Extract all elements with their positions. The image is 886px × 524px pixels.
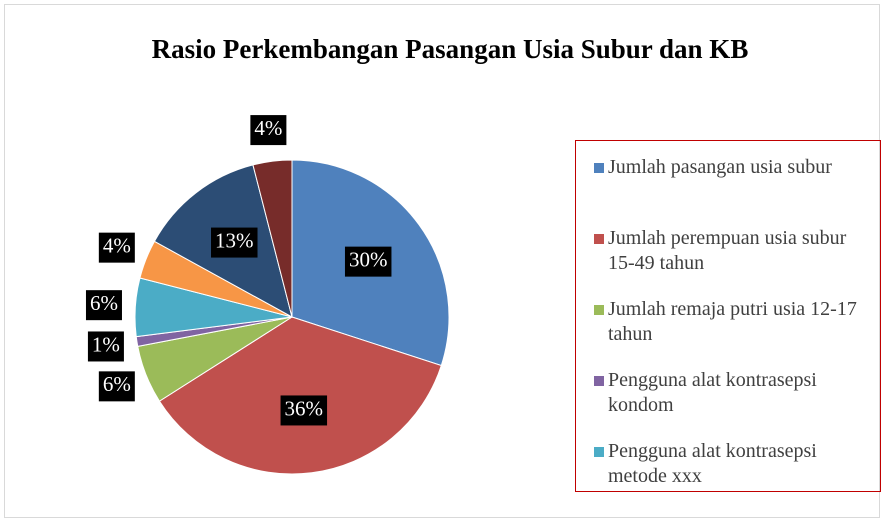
data-label-box (87, 331, 124, 362)
legend-item: Pengguna alat kontrasepsi kondom (594, 368, 876, 439)
legend-label: Pengguna alat kontrasepsi kondom (608, 369, 817, 416)
data-label: 30% (349, 247, 388, 271)
data-label-box (85, 290, 122, 321)
data-label: 1% (92, 332, 120, 356)
legend-item: Jumlah pasangan usia subur (594, 155, 876, 226)
data-label-box (280, 395, 328, 426)
data-label: 6% (103, 372, 131, 396)
data-label-box (344, 246, 392, 277)
pie-slice (252, 159, 293, 318)
data-label: 4% (103, 233, 131, 257)
legend-label: Jumlah pasangan usia subur (608, 156, 832, 178)
legend-swatch (594, 447, 604, 457)
data-label: 4% (254, 116, 282, 140)
legend-item: Pengguna alat kontrasepsi metode xxx (594, 439, 876, 510)
data-label: 6% (90, 291, 118, 315)
legend: Jumlah pasangan usia subur Jumlah perempu… (575, 140, 881, 492)
data-label-box (98, 371, 135, 402)
data-label: 36% (285, 396, 324, 420)
legend-label: Pengguna alat kontrasepsi metode xxx (608, 440, 817, 487)
chart-frame (4, 4, 880, 518)
legend-item: Jumlah remaja putri usia 12-17 tahun (594, 297, 876, 368)
legend-label: Jumlah perempuan usia subur 15-49 tahun (608, 227, 847, 274)
chart-title: Rasio Perkembangan Pasangan Usia Subur d… (151, 34, 749, 64)
legend-label: Jumlah remaja putri usia 12-17 tahun (608, 298, 857, 345)
data-label-box (211, 227, 258, 258)
legend-swatch (594, 376, 604, 386)
data-label-box (98, 232, 135, 263)
data-label: 13% (215, 228, 254, 252)
data-label-box (250, 115, 287, 146)
legend-swatch (594, 163, 604, 173)
legend-item: Jumlah perempuan usia subur 15-49 tahun (594, 226, 876, 297)
legend-swatch (594, 305, 604, 315)
legend-swatch (594, 234, 604, 244)
